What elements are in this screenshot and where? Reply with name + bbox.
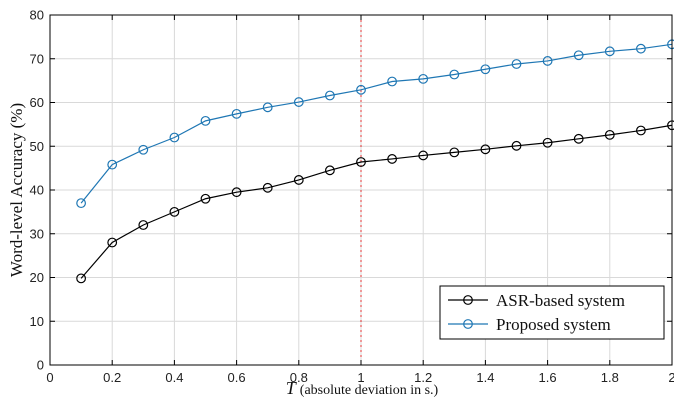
x-axis-symbol: T [286,378,298,398]
legend-marker-asr [463,295,473,305]
x-tick-label: 0.4 [165,370,183,385]
data-point [356,84,366,95]
y-tick-label: 70 [30,51,44,66]
data-point [418,150,429,161]
data-point [138,144,149,155]
data-point [200,193,211,204]
y-tick-label: 60 [30,95,44,110]
series-1 [76,39,674,209]
data-point [511,140,522,151]
data-point [573,50,584,61]
x-tick-label: 1.2 [414,370,432,385]
data-point [542,56,553,66]
data-point [636,43,646,54]
data-point [169,132,180,143]
data-point [542,137,553,148]
data-point [480,64,491,75]
x-tick-label: 1.4 [476,370,494,385]
legend: ASR-based system Proposed system [439,285,665,340]
data-point [262,102,273,113]
legend-box [439,285,665,340]
y-tick-label: 0 [37,358,44,373]
y-tick-label: 30 [30,226,44,241]
data-point [449,147,460,158]
data-point [325,90,335,101]
y-axis-title: Word-level Accuracy (%) [7,103,26,277]
x-axis-title: T (absolute deviation in s.) [286,378,439,398]
data-point [293,175,304,185]
series-line [80,43,673,204]
tick-labels: 0 0.2 0.4 0.6 0.8 1 1.2 1.4 1.6 1.8 20102030405060… [30,8,674,386]
x-tick-label: 1.6 [539,370,557,385]
data-point [138,220,149,230]
x-tick-label: 0.6 [228,370,246,385]
x-tick-label: 0.2 [103,370,121,385]
series-0 [76,120,674,284]
data-point [293,97,304,107]
series-line [80,124,673,279]
x-tick-label: 1.8 [601,370,619,385]
data-point [573,133,584,144]
data-point [356,157,366,167]
data-point [231,108,242,119]
data-point [387,154,398,164]
y-tick-label: 20 [30,270,44,285]
x-tick-label: 0.8 [290,370,308,385]
axes [49,14,673,366]
legend-label-proposed: Proposed system [496,315,611,334]
data-point [107,237,118,248]
data-point [200,115,211,126]
data-point [511,59,522,69]
data-point [636,125,646,136]
data-point [449,69,460,80]
data-point [76,198,86,209]
data-point [387,76,398,87]
data-point [107,159,118,170]
series-layer [76,39,674,284]
data-point [169,206,180,217]
data-point [418,73,429,84]
data-point [231,187,242,198]
y-tick-label: 10 [30,314,44,329]
x-tick-label: 2 [668,370,674,385]
y-tick-label: 50 [30,139,44,154]
x-tick-label: 0 [46,370,53,385]
data-point [76,273,86,284]
data-point [604,129,615,140]
data-point [604,46,615,57]
data-point [480,144,491,155]
data-point [325,165,335,176]
data-point [262,182,273,193]
y-tick-label: 80 [30,8,44,23]
legend-marker-proposed [463,319,473,329]
y-tick-label: 40 [30,183,44,198]
legend-label-asr: ASR-based system [496,291,625,310]
x-tick-label: 1 [357,370,364,385]
x-axis-unit: (absolute deviation in s.) [300,383,439,398]
